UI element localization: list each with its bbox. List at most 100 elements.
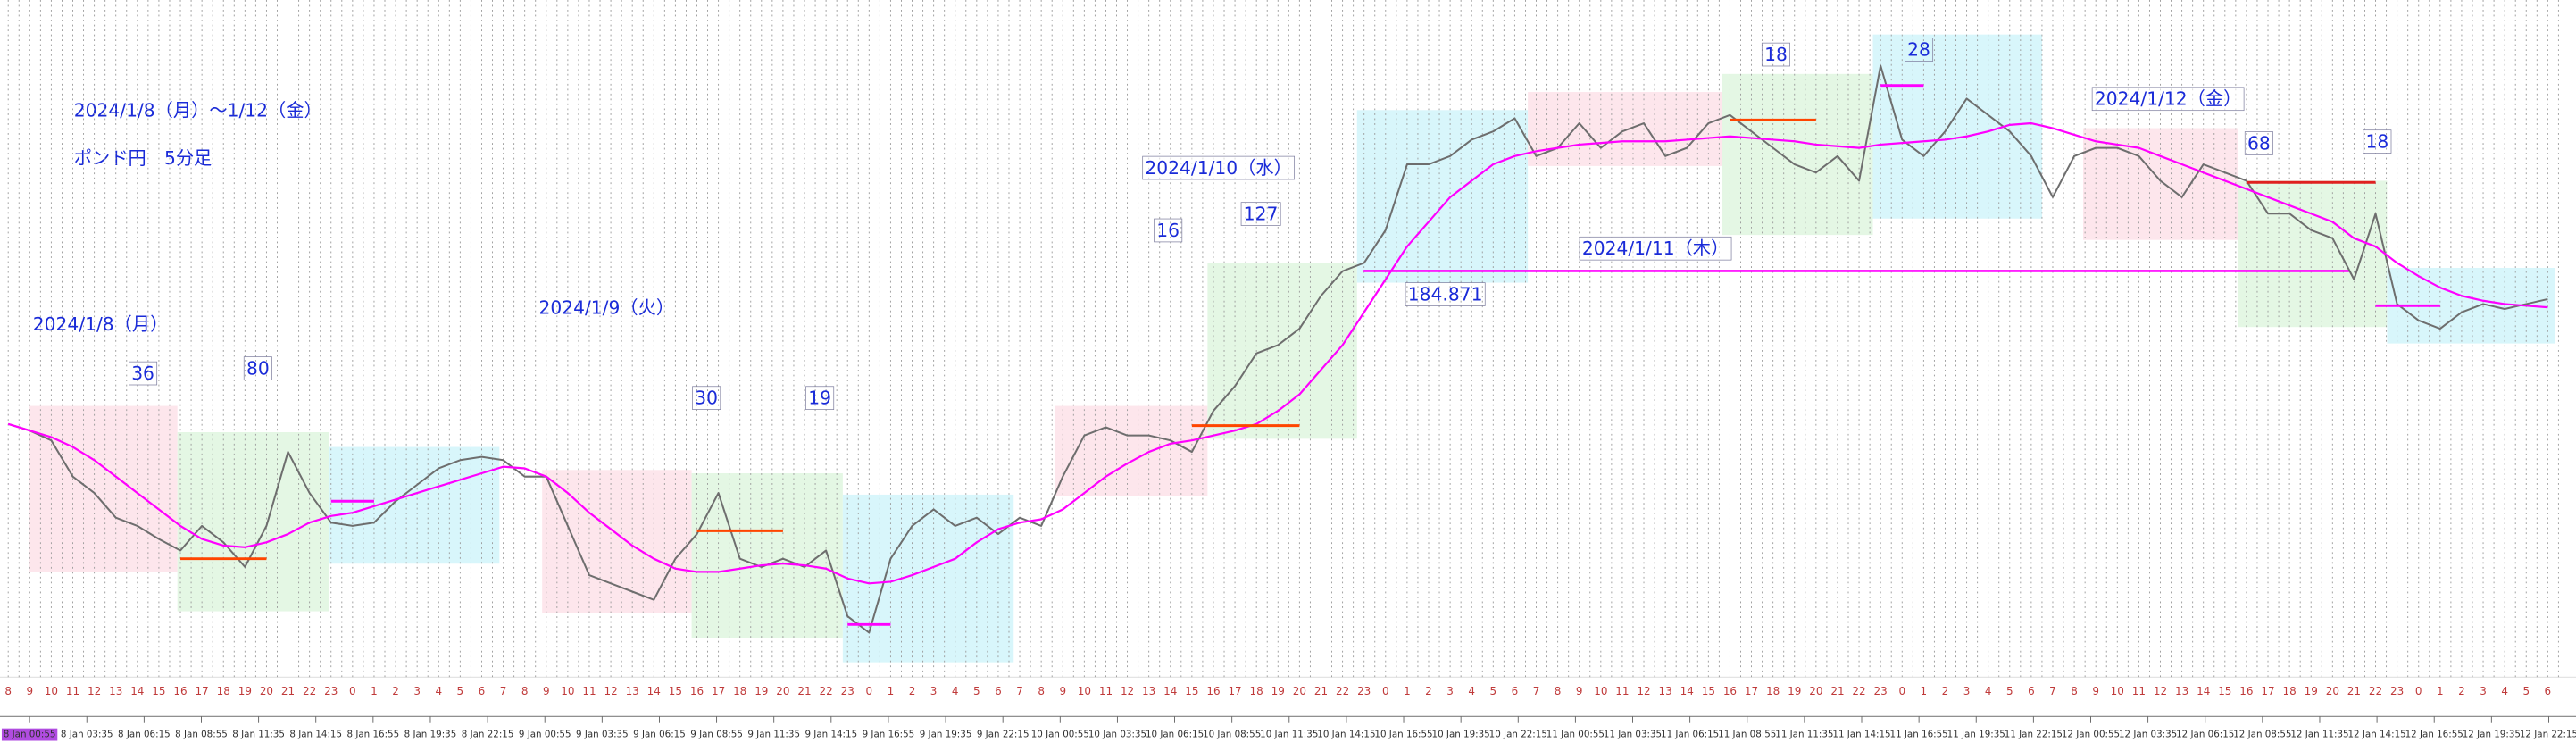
time-label: 10 Jan 19:35 — [1432, 730, 1490, 740]
x-tick-label: 12 — [604, 685, 617, 697]
x-tick-label: 15 — [152, 685, 165, 697]
x-tick-label: 16 — [2239, 685, 2253, 697]
time-label: 12 Jan 08:55 — [2233, 730, 2291, 740]
x-tick-label: 23 — [2390, 685, 2404, 697]
time-label: 12 Jan 22:15 — [2520, 730, 2576, 740]
x-tick-label: 0 — [349, 685, 356, 697]
x-tick-label: 4 — [1985, 685, 1992, 697]
session-box — [542, 470, 692, 613]
x-tick-label: 1 — [1404, 685, 1411, 697]
x-tick-label: 9 — [543, 685, 550, 697]
x-tick-label: 21 — [797, 685, 811, 697]
time-label: 12 Jan 06:15 — [2176, 730, 2234, 740]
x-tick-label: 21 — [2347, 685, 2361, 697]
annotation: 2024/1/9（火） — [538, 296, 674, 318]
x-tick-label: 5 — [2006, 685, 2013, 697]
x-tick-label: 18 — [1250, 685, 1263, 697]
x-tick-label: 12 — [2154, 685, 2167, 697]
annotation: 2024/1/11（木） — [1582, 238, 1729, 259]
x-tick-label: 9 — [26, 685, 33, 697]
time-label: 9 Jan 16:55 — [863, 730, 915, 740]
x-tick-label: 6 — [479, 685, 486, 697]
chart-subtitle: ポンド円 5分足 — [74, 147, 213, 169]
x-tick-label: 4 — [2501, 685, 2508, 697]
time-label: 12 Jan 16:55 — [2405, 730, 2463, 740]
x-tick-label: 23 — [1357, 685, 1371, 697]
session-boxes — [29, 34, 2555, 663]
x-tick-label: 17 — [196, 685, 209, 697]
x-tick-label: 19 — [2305, 685, 2318, 697]
x-tick-label: 12 — [1121, 685, 1134, 697]
x-tick-label: 20 — [776, 685, 789, 697]
x-tick-label: 16 — [1723, 685, 1737, 697]
annotation-box — [2244, 131, 2273, 155]
x-tick-label: 22 — [303, 685, 316, 697]
x-tick-label: 7 — [1533, 685, 1540, 697]
time-label: 8 Jan 14:15 — [289, 730, 342, 740]
x-tick-label: 16 — [1206, 685, 1220, 697]
x-tick-label: 12 — [88, 685, 101, 697]
time-label: 8 Jan 06:15 — [118, 730, 171, 740]
x-tick-label: 10 — [1078, 685, 1091, 697]
x-tick-label: 5 — [2522, 685, 2530, 697]
session-box — [1722, 73, 1873, 236]
annotation-box — [1579, 236, 1732, 261]
x-tick-label: 0 — [866, 685, 873, 697]
x-tick-label: 3 — [413, 685, 421, 697]
time-label: 11 Jan 22:15 — [2005, 730, 2063, 740]
x-tick-label: 2 — [1425, 685, 1432, 697]
x-tick-label: 13 — [109, 685, 122, 697]
x-tick-label: 17 — [2261, 685, 2274, 697]
x-tick-label: 17 — [1745, 685, 1758, 697]
time-label: 8 Jan 03:35 — [61, 730, 113, 740]
session-box — [1872, 34, 2043, 219]
x-tick-label: 18 — [217, 685, 230, 697]
x-tick-label: 13 — [1142, 685, 1155, 697]
time-label: 12 Jan 11:35 — [2290, 730, 2348, 740]
x-tick-label: 3 — [930, 685, 938, 697]
x-tick-label: 20 — [260, 685, 273, 697]
x-tick-label: 8 — [521, 685, 529, 697]
time-label: 11 Jan 03:35 — [1604, 730, 1662, 740]
x-tick-label: 10 — [2111, 685, 2124, 697]
time-label: 11 Jan 19:35 — [1947, 730, 2005, 740]
time-label: 12 Jan 03:35 — [2119, 730, 2177, 740]
x-tick-label: 10 — [561, 685, 574, 697]
x-tick-label: 6 — [2545, 685, 2552, 697]
x-tick-label: 1 — [371, 685, 378, 697]
time-label: 9 Jan 00:55 — [519, 730, 571, 740]
session-box — [328, 446, 500, 564]
x-tick-label: 5 — [1490, 685, 1497, 697]
annotation-box — [2363, 129, 2392, 154]
annotation: 18 — [2365, 131, 2388, 153]
annotation: 2024/1/8（月） — [33, 313, 169, 335]
time-label: 8 Jan 22:15 — [462, 730, 514, 740]
x-tick-label: 11 — [2132, 685, 2146, 697]
time-label: 9 Jan 22:15 — [977, 730, 1030, 740]
x-tick-label: 9 — [1576, 685, 1583, 697]
x-tick-label: 17 — [1228, 685, 1241, 697]
session-box — [691, 472, 843, 638]
session-box — [1055, 405, 1208, 496]
x-tick-label: 11 — [1099, 685, 1113, 697]
session-box — [842, 494, 1014, 663]
annotation-box — [1761, 42, 1790, 67]
x-tick-label: 10 — [45, 685, 58, 697]
time-label: 10 Jan 08:55 — [1203, 730, 1261, 740]
session-box — [29, 405, 178, 572]
time-label: 12 Jan 14:15 — [2347, 730, 2405, 740]
time-label: 9 Jan 03:35 — [576, 730, 629, 740]
time-label: 8 Jan 11:35 — [232, 730, 285, 740]
x-tick-label: 23 — [324, 685, 338, 697]
time-label: 10 Jan 11:35 — [1260, 730, 1318, 740]
x-tick-label: 16 — [173, 685, 187, 697]
x-tick-label: 6 — [1512, 685, 1519, 697]
annotation: 127 — [1244, 204, 1279, 225]
x-tick-label: 15 — [669, 685, 682, 697]
x-tick-label: 1 — [2437, 685, 2444, 697]
x-tick-label: 21 — [281, 685, 295, 697]
session-box — [177, 431, 329, 612]
time-label: 8 Jan 19:35 — [404, 730, 457, 740]
annotation: 2024/1/10（水） — [1145, 157, 1291, 179]
